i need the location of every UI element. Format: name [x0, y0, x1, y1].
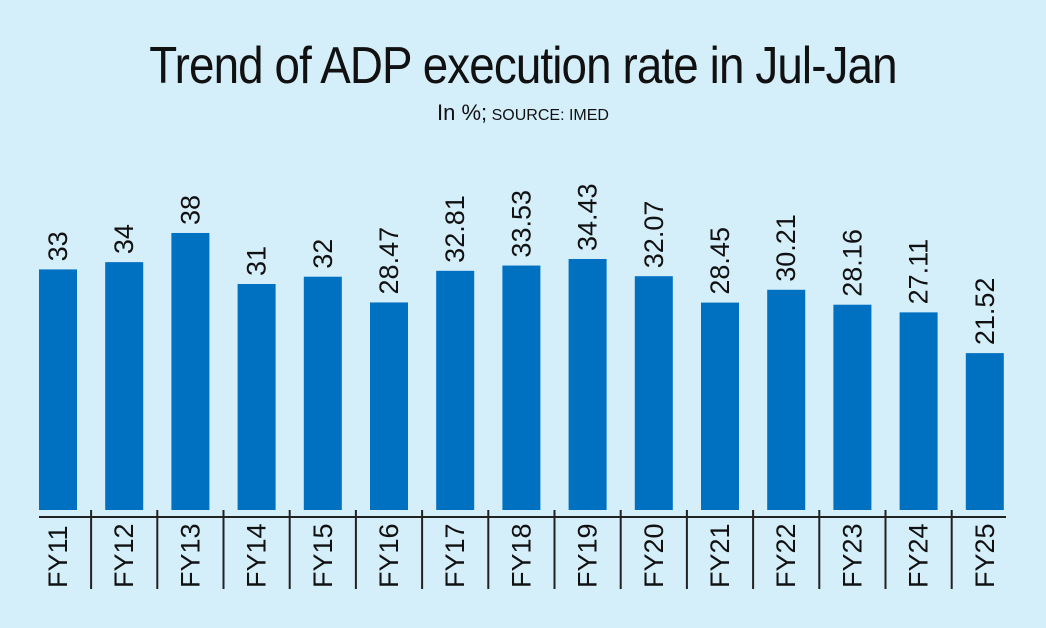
x-tick-label: FY22 — [771, 523, 801, 588]
bar-fy14 — [237, 284, 276, 510]
bar-fy13 — [171, 232, 210, 511]
value-label: 33.53 — [506, 190, 536, 258]
x-tick-label: FY17 — [440, 523, 470, 588]
x-tick-label: FY11 — [43, 525, 73, 588]
value-label: 38 — [175, 195, 205, 225]
value-label: 34 — [109, 224, 139, 254]
bar-fy19 — [568, 259, 607, 510]
x-tick-label: FY24 — [904, 523, 934, 588]
bar-fy25 — [965, 353, 1004, 510]
x-tick-label: FY25 — [970, 523, 1000, 588]
bar-fy20 — [634, 276, 673, 510]
bar-fy11 — [39, 269, 77, 510]
subtitle-source: SOURCE: IMED — [491, 107, 609, 124]
value-label: 28.47 — [374, 227, 404, 295]
bars-group — [39, 232, 1004, 511]
value-label: 21.52 — [970, 278, 1000, 346]
value-label: 32 — [308, 239, 338, 269]
x-tick-label: FY15 — [308, 523, 338, 588]
x-tick-labels-group: FY11 FY12 FY13 FY14 FY15 FY16 FY17 FY18 FY19 FY20… — [43, 523, 1000, 588]
value-label: 34.43 — [573, 183, 603, 251]
x-axis — [39, 510, 1006, 589]
x-tick-label: FY13 — [175, 523, 205, 588]
chart-title: Trend of ADP execution rate in Jul-Jan — [149, 37, 897, 95]
subtitle-unit: In %; — [437, 100, 488, 125]
bar-fy17 — [436, 270, 475, 510]
value-label: 28.45 — [705, 227, 735, 295]
bar-fy16 — [370, 302, 408, 510]
value-label: 31 — [242, 246, 272, 276]
x-tick-label: FY19 — [573, 523, 603, 588]
x-tick-label: FY12 — [109, 523, 139, 588]
bar-fy21 — [701, 302, 739, 510]
bar-fy15 — [303, 276, 342, 510]
value-label: 32.81 — [440, 195, 470, 263]
value-labels-group: 33 34 38 31 32 28.47 32.81 33.53 34.43 32.07 28.45… — [43, 183, 1000, 345]
x-tick-label: FY14 — [242, 523, 272, 588]
chart-subtitle: In %; SOURCE: IMED — [0, 100, 1046, 126]
bar-fy18 — [502, 265, 541, 510]
bar-fy23 — [833, 304, 872, 510]
value-label: 27.11 — [904, 239, 934, 305]
value-label: 32.07 — [639, 201, 669, 269]
x-tick-label: FY16 — [374, 523, 404, 588]
value-label: 30.21 — [771, 214, 801, 282]
x-tick-label: FY20 — [639, 523, 669, 588]
x-tick-label: FY21 — [705, 523, 735, 588]
bar-fy22 — [767, 289, 806, 510]
value-label: 28.16 — [837, 229, 867, 297]
bar-fy24 — [899, 312, 938, 510]
bar-fy12 — [105, 262, 144, 510]
value-label: 33 — [43, 231, 73, 261]
x-tick-label: FY23 — [837, 523, 867, 588]
x-tick-label: FY18 — [506, 523, 536, 588]
